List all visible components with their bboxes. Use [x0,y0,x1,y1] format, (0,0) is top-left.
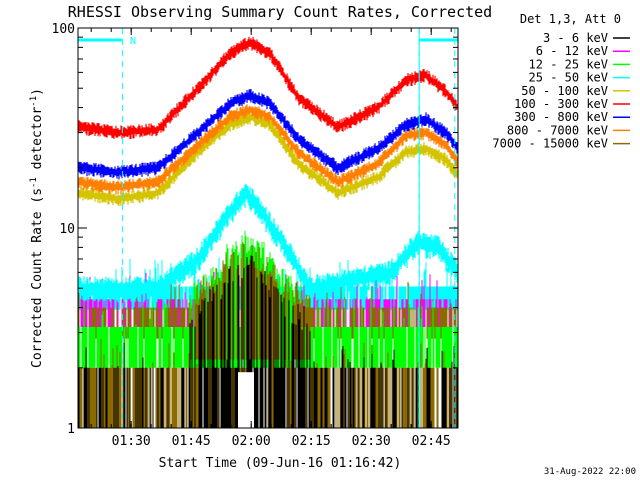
series-line [78,184,458,303]
legend-label: 300 - 800 keV [514,110,608,124]
y-tick-label: 10 [59,222,75,237]
series-line [78,110,458,206]
series-300-800-kev [78,89,458,180]
series-line [78,104,458,195]
y-axis: 1 10 100 [52,22,458,437]
y-axis-label: Corrected Count Rate (s-1 detector-1) [29,88,45,368]
x-tick-label: 02:00 [232,434,271,449]
night-flags: N [78,28,458,428]
timestamp: 31-Aug-2022 22:00 [544,467,636,477]
legend-label: 800 - 7000 keV [507,123,608,137]
legend-label: 12 - 25 keV [529,57,608,71]
peak-activity [189,231,311,428]
y-tick-label: 1 [67,422,75,437]
x-tick-label: 01:30 [112,434,151,449]
legend-label: 25 - 50 keV [529,71,608,85]
series-line [78,36,458,140]
x-tick-label: 01:45 [172,434,211,449]
x-tick-label: 02:15 [292,434,331,449]
x-axis: 01:30 01:45 02:00 02:15 02:30 02:45 [90,28,452,449]
legend-label: 3 - 6 keV [543,31,608,45]
hump-strokes [189,255,311,428]
legend-label: 50 - 100 keV [521,84,608,98]
series-25-50-kev [78,184,458,303]
x-tick-label: 02:45 [412,434,451,449]
series-50-100-kev [78,110,458,206]
x-axis-label: Start Time (09-Jun-16 01:16:42) [159,456,402,471]
x-tick-label: 02:30 [352,434,391,449]
series-800-7000-kev [78,104,458,195]
y-tick-label: 100 [52,22,75,37]
legend-title: Det 1,3, Att 0 [520,12,621,26]
gap-region [238,372,254,428]
series-100-300-kev [78,36,458,140]
flag-label: N [130,36,136,47]
series-line [78,89,458,180]
plot-area: N [78,28,458,428]
legend-label: 6 - 12 keV [536,44,608,58]
legend-label: 100 - 300 keV [514,97,608,111]
legend-label: 7000 - 15000 keV [492,137,608,151]
chart-title: RHESSI Observing Summary Count Rates, Co… [68,3,492,21]
